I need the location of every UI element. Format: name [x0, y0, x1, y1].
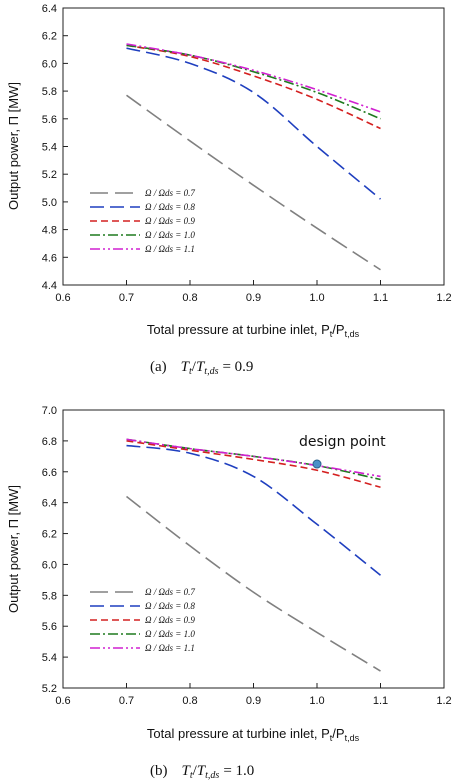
- legend-label: Ω / Ωds = 1.0: [145, 230, 195, 240]
- x-tick-label: 0.6: [55, 292, 70, 304]
- x-tick-label: 0.8: [182, 292, 197, 304]
- x-tick-label: 0.7: [119, 292, 134, 304]
- chart-a-caption-eq2: T: [196, 359, 206, 375]
- chart-b-caption-sub2: t,ds: [205, 770, 219, 781]
- y-tick-label: 5.4: [42, 652, 57, 664]
- y-tick-label: 6.6: [42, 467, 57, 479]
- y-tick-label: 6.4: [42, 498, 57, 510]
- y-tick-label: 5.6: [42, 114, 57, 126]
- x-tick-label: 1.0: [309, 292, 324, 304]
- chart-a-x-axis-label-main: Total pressure at turbine inlet, P: [147, 322, 330, 337]
- y-tick-label: 5.8: [42, 86, 57, 98]
- y-tick-label: 5.2: [42, 683, 57, 695]
- legend-label: Ω / Ωds = 0.8: [145, 202, 195, 212]
- chart-a-x-axis-label-sep: /P: [332, 322, 344, 337]
- chart-a-legend: Ω / Ωds = 0.7 Ω / Ωds = 0.8 Ω / Ωds = 0.9 Ω…: [90, 188, 195, 254]
- y-tick-label: 5.0: [42, 197, 57, 209]
- chart-b-y-ticks: 5.2 5.4 5.6 5.8 6.0 6.2 6.4 6.6 6.8 7.0: [42, 405, 68, 695]
- y-tick-label: 4.8: [42, 225, 57, 237]
- chart-a-y-ticks: 4.4 4.6 4.8 5.0 5.2 5.4 5.6 5.8 6.0 6.2 6.4: [42, 3, 68, 292]
- x-tick-label: 1.0: [309, 695, 324, 707]
- series-line: [126, 495, 381, 672]
- chart-b-caption-eq: T: [182, 763, 192, 779]
- series-line: [126, 440, 381, 488]
- legend-label: Ω / Ωds = 0.9: [145, 216, 195, 226]
- chart-b-caption-eq2: T: [197, 763, 207, 779]
- y-tick-label: 6.2: [42, 529, 57, 541]
- chart-a-caption-label: (a): [150, 359, 167, 375]
- chart-a-x-axis-label-sub: t: [330, 329, 333, 339]
- series-line: [126, 47, 382, 200]
- chart-b-caption-value: = 1.0: [223, 763, 254, 779]
- chart-a-caption: (a) Tt/Tt,ds = 0.9: [150, 359, 253, 377]
- legend-label: Ω / Ωds = 0.9: [145, 615, 195, 625]
- chart-b-annotation: design point: [299, 434, 386, 469]
- design-point-label: design point: [299, 434, 386, 450]
- y-tick-label: 5.4: [42, 142, 57, 154]
- chart-b-caption-sub: t: [190, 770, 193, 781]
- series-line: [126, 438, 381, 478]
- series-line: [126, 444, 382, 576]
- x-tick-label: 1.1: [373, 292, 388, 304]
- chart-b-x-axis-label-sub2: t,ds: [345, 733, 360, 743]
- x-tick-label: 0.9: [246, 695, 261, 707]
- x-tick-label: 1.2: [436, 695, 451, 707]
- y-tick-label: 6.2: [42, 31, 57, 43]
- y-tick-label: 4.6: [42, 252, 57, 264]
- x-tick-label: 1.1: [373, 695, 388, 707]
- series-line: [126, 44, 381, 120]
- y-tick-label: 6.0: [42, 58, 57, 70]
- chart-a-y-axis-label: Output power, Π [MW]: [6, 82, 21, 210]
- x-tick-label: 1.2: [436, 292, 451, 304]
- legend-label: Ω / Ωds = 0.7: [145, 587, 195, 597]
- chart-a-x-axis-label-sub2: t,ds: [345, 329, 360, 339]
- y-tick-label: 5.2: [42, 169, 57, 181]
- chart-b: 5.2 5.4 5.6 5.8 6.0 6.2 6.4 6.6 6.8 7.0 0.6 0.7 0.8…: [6, 405, 452, 781]
- chart-b-x-axis-label-sub: t: [330, 733, 333, 743]
- chart-b-x-axis-label-main: Total pressure at turbine inlet, P: [147, 726, 330, 741]
- chart-b-caption-slash: /: [193, 763, 198, 779]
- chart-a-caption-sub: t: [189, 366, 192, 377]
- chart-a: 4.4 4.6 4.8 5.0 5.2 5.4 5.6 5.8 6.0 6.2 6.4 0.6 0.7…: [6, 3, 452, 377]
- x-tick-label: 0.9: [246, 292, 261, 304]
- chart-b-x-axis-label-sep: /P: [332, 726, 344, 741]
- chart-b-y-axis-label: Output power, Π [MW]: [6, 485, 21, 613]
- chart-a-x-ticks: 0.6 0.7 0.8 0.9 1.0 1.1 1.2: [55, 280, 452, 304]
- chart-a-x-axis-label: Total pressure at turbine inlet, Pt/Pt,d…: [147, 322, 360, 339]
- y-tick-label: 6.0: [42, 559, 57, 571]
- chart-b-x-axis-label: Total pressure at turbine inlet, Pt/Pt,d…: [147, 726, 360, 743]
- y-tick-label: 4.4: [42, 280, 57, 292]
- y-tick-label: 5.8: [42, 590, 57, 602]
- chart-a-caption-value: = 0.9: [222, 359, 253, 375]
- y-tick-label: 6.4: [42, 3, 57, 15]
- legend-label: Ω / Ωds = 0.7: [145, 188, 195, 198]
- chart-b-series: [126, 438, 382, 672]
- y-tick-label: 6.8: [42, 436, 57, 448]
- chart-a-caption-eq: T: [181, 359, 191, 375]
- y-tick-label: 7.0: [42, 405, 57, 417]
- legend-label: Ω / Ωds = 0.8: [145, 601, 195, 611]
- chart-b-caption-label: (b): [150, 763, 168, 779]
- legend-label: Ω / Ωds = 1.1: [145, 244, 195, 254]
- chart-a-series: [126, 43, 382, 271]
- legend-label: Ω / Ωds = 1.1: [145, 643, 195, 653]
- chart-a-plot-frame: [62, 7, 445, 286]
- x-tick-label: 0.6: [55, 695, 70, 707]
- chart-b-legend: Ω / Ωds = 0.7 Ω / Ωds = 0.8 Ω / Ωds = 0.9 Ω…: [90, 587, 195, 653]
- x-tick-label: 0.7: [119, 695, 134, 707]
- series-line: [126, 43, 381, 113]
- legend-label: Ω / Ωds = 1.0: [145, 629, 195, 639]
- design-point-marker: [312, 459, 322, 469]
- chart-a-caption-sub2: t,ds: [204, 366, 218, 377]
- chart-b-plot-frame: [62, 409, 445, 689]
- series-line: [126, 44, 381, 130]
- series-line: [126, 94, 381, 271]
- x-tick-label: 0.8: [182, 695, 197, 707]
- chart-a-caption-slash: /: [192, 359, 197, 375]
- chart-b-caption: (b) Tt/Tt,ds = 1.0: [150, 763, 254, 781]
- y-tick-label: 5.6: [42, 621, 57, 633]
- chart-b-x-ticks: 0.6 0.7 0.8 0.9 1.0 1.1 1.2: [55, 683, 452, 707]
